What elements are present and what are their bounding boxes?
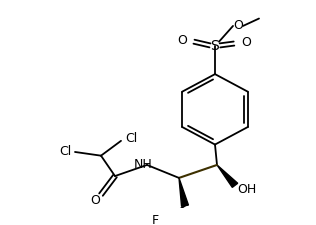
- Text: Cl: Cl: [125, 133, 137, 146]
- Text: OH: OH: [237, 182, 257, 196]
- Polygon shape: [179, 178, 188, 206]
- Text: O: O: [241, 36, 251, 49]
- Text: F: F: [151, 214, 159, 225]
- Text: O: O: [90, 194, 100, 207]
- Polygon shape: [217, 165, 238, 187]
- Text: S: S: [211, 39, 219, 53]
- Text: NH: NH: [134, 158, 152, 171]
- Text: O: O: [177, 34, 187, 47]
- Text: Cl: Cl: [59, 146, 71, 158]
- Text: O: O: [233, 18, 243, 32]
